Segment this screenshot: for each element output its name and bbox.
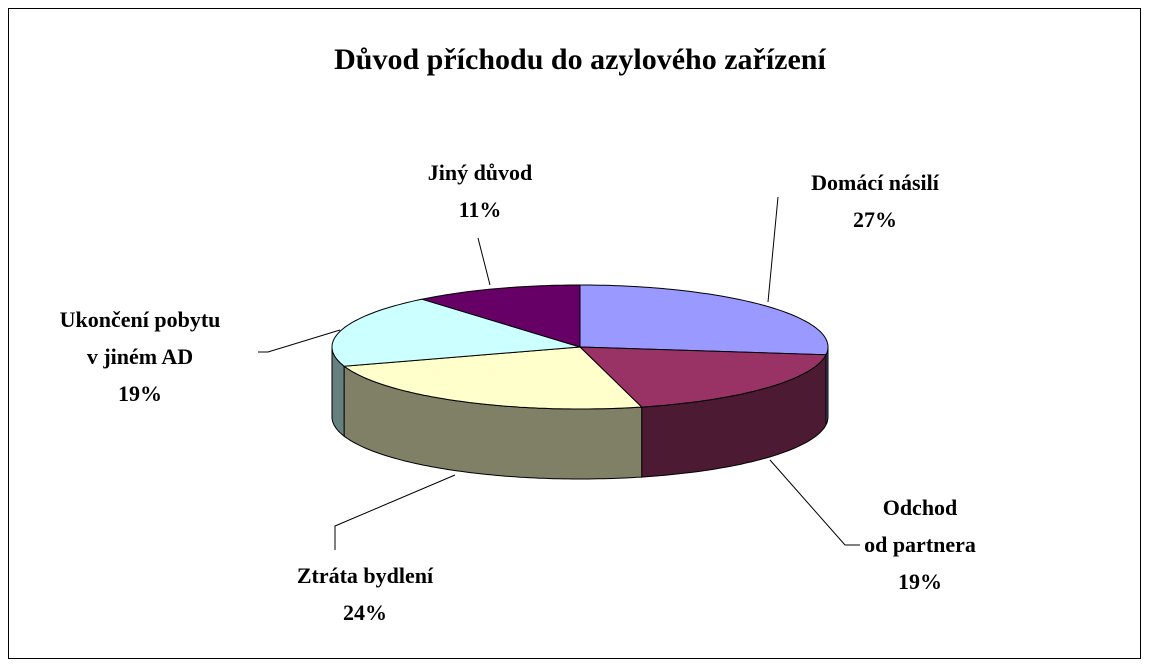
slice-label: Ztráta bydlení — [297, 563, 434, 588]
slice-label: Domácí násilí — [811, 170, 940, 195]
slice — [421, 284, 581, 348]
slice-value-label: 27% — [853, 207, 897, 232]
slice-label: Odchod od partnera — [864, 495, 976, 557]
leader-line — [477, 237, 491, 286]
leader-line — [258, 329, 341, 353]
slice-value-label: 19% — [898, 569, 942, 594]
chart-title: Důvod příchodu do azylového zařízení — [334, 43, 826, 76]
slice — [579, 284, 829, 356]
slice — [342, 346, 643, 410]
leader-line — [769, 459, 860, 546]
slice — [578, 346, 827, 408]
slice — [331, 298, 581, 367]
leader-line — [767, 196, 779, 303]
slice-label: Jiný důvod — [428, 160, 533, 185]
slice-value-label: 19% — [118, 381, 162, 406]
slice-value-label: 24% — [343, 600, 387, 625]
slice-label: Ukončení pobytu v jiném AD — [60, 307, 221, 369]
slice-value-label: 11% — [459, 197, 502, 222]
leader-line — [334, 474, 456, 550]
